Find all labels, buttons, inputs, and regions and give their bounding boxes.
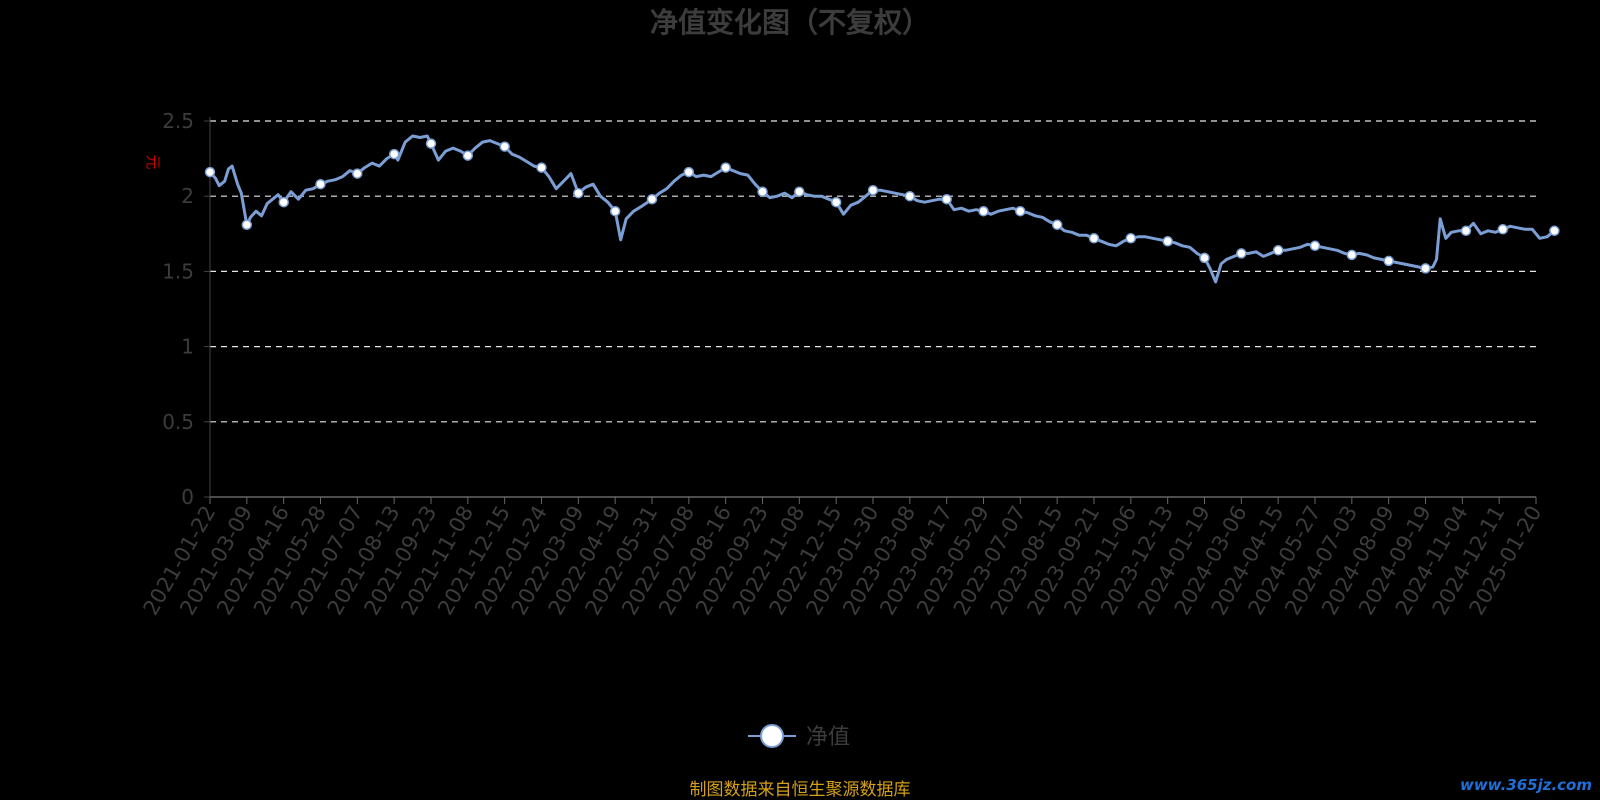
data-point[interactable] (462, 150, 474, 161)
series-layer (204, 134, 1560, 284)
x-tick-labels: 2021-01-222021-03-092021-04-162021-05-28… (139, 501, 1547, 619)
data-source-note: 制图数据来自恒生聚源数据库 (690, 780, 911, 800)
data-point[interactable] (1497, 224, 1509, 235)
data-point[interactable] (794, 186, 805, 197)
data-point[interactable] (1088, 233, 1100, 244)
data-point[interactable] (609, 205, 621, 217)
data-point[interactable] (1383, 255, 1394, 267)
data-point[interactable] (1236, 248, 1247, 259)
data-point[interactable] (1346, 249, 1358, 261)
data-point[interactable] (278, 196, 289, 208)
data-point[interactable] (720, 162, 731, 173)
y-axis-unit: 元 (144, 154, 162, 169)
y-tick-label: 0.5 (162, 410, 194, 434)
data-point[interactable] (757, 186, 768, 197)
data-point[interactable] (978, 205, 989, 217)
legend-marker (760, 724, 784, 748)
chart-title: 净值变化图（不复权） (650, 6, 930, 39)
legend-label: 净值 (806, 725, 850, 750)
data-point[interactable] (1051, 219, 1063, 231)
data-point[interactable] (573, 187, 584, 199)
y-tick-label: 2.5 (162, 109, 194, 133)
data-point[interactable] (315, 178, 326, 190)
data-point[interactable] (1420, 263, 1431, 274)
data-point[interactable] (241, 219, 253, 231)
y-tick-label: 0 (181, 485, 194, 509)
data-point[interactable] (941, 193, 952, 205)
data-point[interactable] (352, 168, 363, 179)
data-point[interactable] (425, 138, 437, 149)
y-tick-label: 2 (181, 184, 194, 208)
data-point[interactable] (1162, 236, 1173, 247)
data-point[interactable] (1272, 245, 1284, 256)
data-point[interactable] (1125, 233, 1137, 244)
data-point[interactable] (830, 196, 842, 208)
data-point[interactable] (867, 184, 879, 196)
data-point[interactable] (1549, 225, 1560, 237)
watermark: www.365jz.com (1460, 776, 1592, 794)
data-point[interactable] (904, 190, 916, 202)
y-tick-label: 1.5 (162, 259, 194, 283)
y-tick-labels: 0 0.5 1 1.5 2 2.5 (162, 109, 194, 509)
data-point[interactable] (1460, 225, 1472, 237)
legend[interactable]: 净值 (748, 724, 850, 750)
data-point[interactable] (646, 193, 658, 205)
data-point[interactable] (499, 141, 510, 152)
data-point[interactable] (204, 166, 216, 178)
data-point[interactable] (1015, 205, 1026, 217)
grid-lines (204, 120, 1536, 498)
y-tick-label: 1 (181, 335, 194, 359)
axes (209, 117, 1537, 504)
data-point[interactable] (536, 162, 547, 173)
data-point[interactable] (388, 148, 400, 160)
data-point[interactable] (1199, 252, 1210, 264)
data-point[interactable] (683, 166, 695, 178)
data-point[interactable] (1309, 240, 1321, 252)
